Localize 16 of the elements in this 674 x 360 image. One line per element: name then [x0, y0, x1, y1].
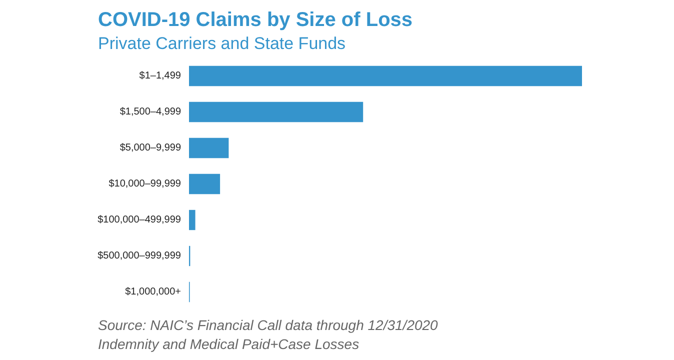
source-note: Source: NAIC’s Financial Call data through 12/31/2020 [98, 317, 438, 333]
bar [189, 174, 220, 194]
y-tick-label: $100,000–499,999 [98, 214, 182, 226]
y-tick-label: $1,000,000+ [125, 286, 182, 298]
y-tick-label: $10,000–99,999 [108, 178, 182, 190]
y-tick-label: $1–1,499 [139, 70, 182, 82]
bar [189, 66, 582, 86]
bar [189, 210, 196, 230]
y-tick-label: $500,000–999,999 [98, 250, 182, 262]
chart-title: COVID-19 Claims by Size of Loss [98, 9, 413, 31]
y-tick-label: $1,500–4,999 [120, 106, 182, 118]
chart-subtitle: Private Carriers and State Funds [98, 34, 346, 53]
bar [189, 138, 229, 158]
y-tick-label: $5,000–9,999 [120, 142, 182, 154]
text: Indemnity and Medical Paid+Case Losses [98, 336, 360, 352]
bar [189, 102, 364, 122]
